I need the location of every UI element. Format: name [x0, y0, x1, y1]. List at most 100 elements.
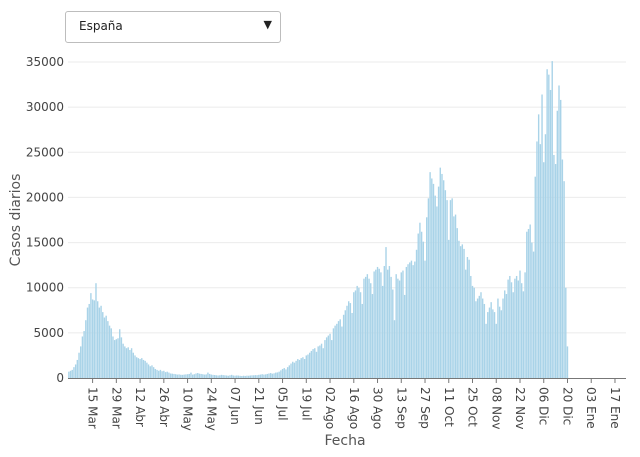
bar — [210, 374, 213, 378]
bar — [517, 280, 519, 378]
bar — [317, 346, 319, 378]
bar — [137, 358, 140, 378]
bar — [186, 374, 189, 378]
bar — [102, 312, 104, 378]
bar — [527, 229, 530, 378]
bar — [127, 347, 129, 378]
country-select[interactable]: España ▼ — [65, 11, 281, 43]
bar — [493, 312, 496, 378]
bar — [108, 325, 111, 378]
bar — [459, 246, 462, 378]
x-tick-label: 07 Jun — [228, 387, 242, 425]
bar — [383, 266, 386, 378]
bar — [473, 287, 475, 378]
bar — [86, 307, 89, 378]
bar — [200, 373, 202, 378]
bar — [441, 173, 443, 378]
bar — [439, 167, 441, 378]
bar — [420, 231, 423, 378]
bar — [120, 337, 123, 378]
bar — [241, 376, 243, 378]
y-tick-label: 5000 — [33, 326, 64, 340]
bar — [132, 352, 134, 378]
bar — [400, 272, 402, 378]
bar — [96, 301, 99, 378]
bar — [146, 362, 148, 378]
bar — [125, 348, 128, 378]
bar — [275, 372, 277, 378]
bar — [332, 328, 335, 378]
bar — [152, 367, 155, 378]
bar — [268, 373, 270, 378]
x-tick-label: 10 May — [181, 387, 195, 431]
bar — [247, 375, 250, 378]
bar — [476, 298, 479, 378]
bar — [556, 110, 559, 379]
bar — [195, 373, 197, 378]
bar — [480, 292, 482, 378]
bar — [78, 352, 80, 378]
bar — [207, 372, 209, 378]
bar — [85, 320, 87, 378]
bar — [514, 278, 516, 378]
x-tick-label: 25 Oct — [466, 387, 480, 427]
bar — [380, 272, 382, 378]
bar — [524, 272, 526, 378]
bar — [392, 289, 394, 378]
bar — [259, 374, 262, 378]
bar — [198, 373, 201, 378]
y-tick-label: 30000 — [26, 100, 64, 114]
country-select-value: España — [79, 19, 123, 33]
bar — [363, 278, 365, 378]
bar — [115, 339, 118, 378]
bar — [103, 317, 106, 378]
bar — [166, 371, 168, 378]
bar — [507, 279, 509, 378]
bar — [337, 321, 340, 378]
bar — [456, 228, 458, 378]
bar — [402, 270, 404, 378]
bar — [534, 176, 536, 378]
bar — [283, 368, 285, 378]
bar — [375, 269, 377, 378]
bar — [314, 348, 316, 378]
bar — [505, 294, 508, 378]
bar — [175, 374, 177, 378]
bar — [229, 375, 231, 378]
bar — [113, 340, 116, 378]
bar — [244, 375, 246, 378]
bar — [454, 214, 457, 378]
bar — [431, 178, 433, 378]
bar — [298, 359, 301, 378]
bar — [290, 363, 292, 378]
bar — [429, 172, 431, 378]
bar — [144, 360, 146, 378]
bar — [242, 375, 245, 378]
bar — [173, 373, 175, 378]
bar — [463, 248, 465, 378]
bar — [300, 358, 302, 378]
bar — [426, 217, 428, 378]
bar — [539, 144, 542, 378]
bar — [180, 374, 182, 378]
bar — [197, 373, 199, 378]
x-tick-label: 06 Dic — [537, 387, 551, 425]
bar — [273, 373, 275, 378]
bar — [286, 367, 289, 378]
bar — [280, 370, 282, 378]
bar — [405, 266, 408, 378]
bar — [220, 374, 223, 378]
bar — [225, 375, 228, 378]
bar — [69, 370, 72, 378]
bar — [412, 265, 414, 378]
bar — [536, 141, 538, 378]
bar — [509, 275, 511, 378]
bar — [169, 373, 172, 378]
bar — [387, 269, 389, 378]
bar — [390, 276, 392, 378]
bar — [381, 285, 384, 378]
bar — [532, 251, 535, 378]
bar — [135, 357, 138, 378]
bar — [522, 291, 525, 378]
bar — [466, 257, 469, 378]
